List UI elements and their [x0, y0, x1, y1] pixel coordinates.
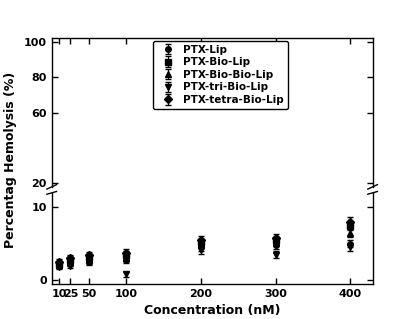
Legend: PTX-Lip, PTX-Bio-Lip, PTX-Bio-Bio-Lip, PTX-tri-Bio-Lip, PTX-tetra-Bio-Lip: PTX-Lip, PTX-Bio-Lip, PTX-Bio-Bio-Lip, P…: [153, 41, 287, 109]
Text: Percentag Hemolysis (%): Percentag Hemolysis (%): [4, 71, 17, 248]
X-axis label: Concentration (nM): Concentration (nM): [144, 304, 280, 317]
